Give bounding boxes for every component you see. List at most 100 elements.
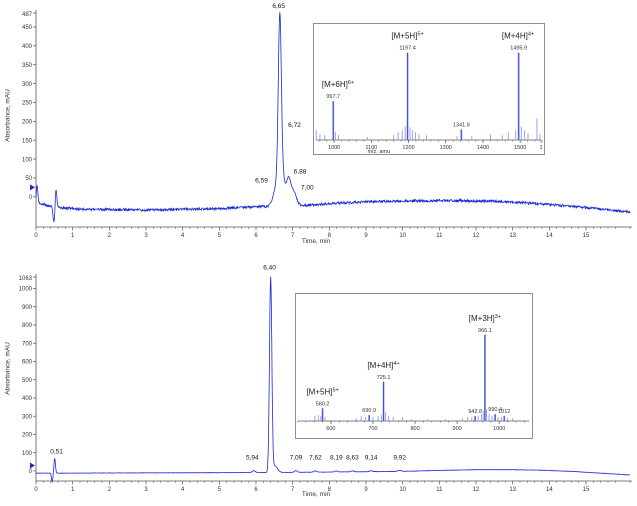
retention-time-label: 7,09 — [290, 455, 303, 462]
x-tick-label: 13 — [509, 487, 516, 493]
x-tick-label: 9 — [364, 233, 368, 239]
ms-x-tick-label: 1000 — [493, 426, 505, 432]
ms-x-tick-label: 800 — [410, 426, 419, 432]
chromatogram-trace — [35, 276, 631, 484]
panel-chromatogram-top: Absorbance, mAU 487 450 400 350 300 250 200 150… — [5, 3, 632, 245]
ms-inset-bottom: 600 700 800 900 1000 580.2 690.9 725.1 942.8 966.… — [295, 293, 533, 439]
x-tick-label: 7 — [291, 233, 295, 239]
chromatogram-trace — [35, 12, 631, 223]
ms-spectrum-bottom: 600 700 800 900 1000 580.2 690.9 725.1 942.8 966.… — [297, 314, 529, 432]
retention-time-label: 5,94 — [246, 455, 259, 462]
charge-state-label: [M+4H]4+ — [502, 32, 534, 41]
y-tick-label: 300 — [22, 82, 33, 88]
y-tick-label: 200 — [22, 120, 33, 126]
x-tick-label: 9 — [364, 487, 368, 493]
y-tick-label: 100 — [22, 451, 33, 457]
ms-x-tick-label: 1200 — [402, 145, 414, 151]
x-tick-label: 14 — [546, 487, 553, 493]
x-tick-label: 2 — [108, 233, 112, 239]
charge-state-label: [M+5H]5+ — [306, 387, 338, 396]
ms-x-tick-label: 1400 — [477, 145, 489, 151]
ms-x-axis-title: m/z, amu — [367, 149, 390, 154]
ms-peak-value-label: 580.2 — [316, 401, 330, 407]
ms-x-tick-label: 1500 — [514, 145, 526, 151]
ms-peak-value-label: 1495.9 — [510, 46, 527, 52]
x-tick-label: 10 — [399, 233, 406, 239]
x-tick-label: 1 — [71, 487, 75, 493]
y-tick-label: 600 — [22, 360, 33, 366]
x-tick-label: 5 — [218, 233, 222, 239]
retention-time-label: 6,40 — [263, 264, 276, 271]
y-tick-label: 300 — [22, 414, 33, 420]
ms-x-tick-label: 1300 — [440, 145, 452, 151]
x-tick-label: 8 — [328, 233, 332, 239]
x-tick-label: 8 — [328, 487, 332, 493]
ms-spectrum-top: 1000 1100 1200 1300 1400 1500 1 m/z, amu 997.7 11… — [315, 32, 543, 154]
ms-peak-value-label: 942.8 — [468, 409, 482, 415]
x-tick-label: 11 — [436, 233, 443, 239]
x-tick-label: 11 — [436, 487, 443, 493]
x-tick-label: 14 — [546, 233, 553, 239]
y-axis-max-label: 487 — [22, 12, 33, 18]
injection-marker-icon — [30, 462, 35, 469]
y-tick-label: 250 — [22, 101, 33, 107]
y-tick-label: 200 — [22, 433, 33, 439]
charge-state-label: [M+6H]6+ — [322, 80, 354, 89]
ms-x-tick-label: 1 — [539, 145, 542, 151]
retention-time-label: 8,63 — [346, 455, 359, 462]
x-tick-label: 15 — [583, 487, 590, 493]
ms-peak-value-label: 690.9 — [362, 408, 376, 414]
x-tick-label: 6 — [254, 233, 258, 239]
x-tick-label: 6 — [254, 487, 258, 493]
y-tick-label: 500 — [22, 378, 33, 384]
retention-time-label: 6,59 — [255, 177, 268, 184]
y-tick-label: 450 — [22, 25, 33, 31]
retention-time-label: 9,14 — [365, 455, 378, 462]
x-tick-label: 3 — [144, 233, 148, 239]
retention-time-label: 0,51 — [50, 449, 63, 456]
retention-time-label: 7,62 — [309, 455, 322, 462]
x-tick-label: 10 — [399, 487, 406, 493]
ms-peak-value-label: 990.4 — [488, 407, 502, 413]
y-tick-label: 0 — [29, 469, 33, 475]
x-tick-label: 2 — [108, 487, 112, 493]
x-tick-label: 13 — [509, 233, 516, 239]
x-tick-label: 12 — [473, 233, 480, 239]
retention-time-label: 8,19 — [330, 455, 343, 462]
panel-chromatogram-bottom: Absorbance, mAU 1063 1000 900 800 700 600 500 4… — [0, 253, 637, 506]
y-tick-label: 150 — [22, 138, 33, 144]
x-tick-label: 15 — [583, 233, 590, 239]
ms-peak-value-label: 1197.4 — [399, 46, 415, 52]
charge-state-label: [M+3H]3+ — [469, 314, 501, 323]
y-tick-label: 400 — [22, 44, 33, 50]
ms-peak-value-label: 1012 — [498, 409, 510, 415]
x-tick-label: 0 — [34, 487, 38, 493]
x-tick-label: 5 — [218, 487, 222, 493]
charge-state-label: [M+4H]4+ — [367, 361, 399, 370]
y-tick-label: 50 — [25, 176, 32, 182]
ms-peak-value-label: 966.1 — [478, 328, 492, 334]
y-tick-label: 400 — [22, 396, 33, 402]
ms-x-tick-label: 900 — [453, 426, 462, 432]
retention-time-label: 6,72 — [288, 122, 301, 129]
y-tick-label: 700 — [22, 341, 33, 347]
ms-inset-top: 1000 1100 1200 1300 1400 1500 1 m/z, amu 997.7 11… — [313, 23, 545, 155]
retention-time-label: 7,00 — [301, 184, 314, 191]
x-tick-label: 4 — [181, 487, 185, 493]
ms-x-tick-label: 1100 — [365, 145, 377, 151]
x-tick-label: 7 — [291, 487, 295, 493]
retention-time-label: 6,65 — [272, 3, 285, 10]
y-tick-label: 900 — [22, 305, 33, 311]
x-tick-label: 0 — [34, 233, 38, 239]
x-axis-title: Time, min — [301, 238, 331, 245]
ms-peak-value-label: 725.1 — [377, 375, 391, 381]
ms-peak-value-label: 1341.9 — [453, 122, 470, 128]
charge-state-label: [M+5H]5+ — [391, 32, 423, 41]
y-tick-label: 1000 — [19, 287, 33, 293]
x-axis-title: Time, min — [301, 491, 331, 498]
x-tick-label: 4 — [181, 233, 185, 239]
retention-time-label: 9,92 — [393, 455, 406, 462]
